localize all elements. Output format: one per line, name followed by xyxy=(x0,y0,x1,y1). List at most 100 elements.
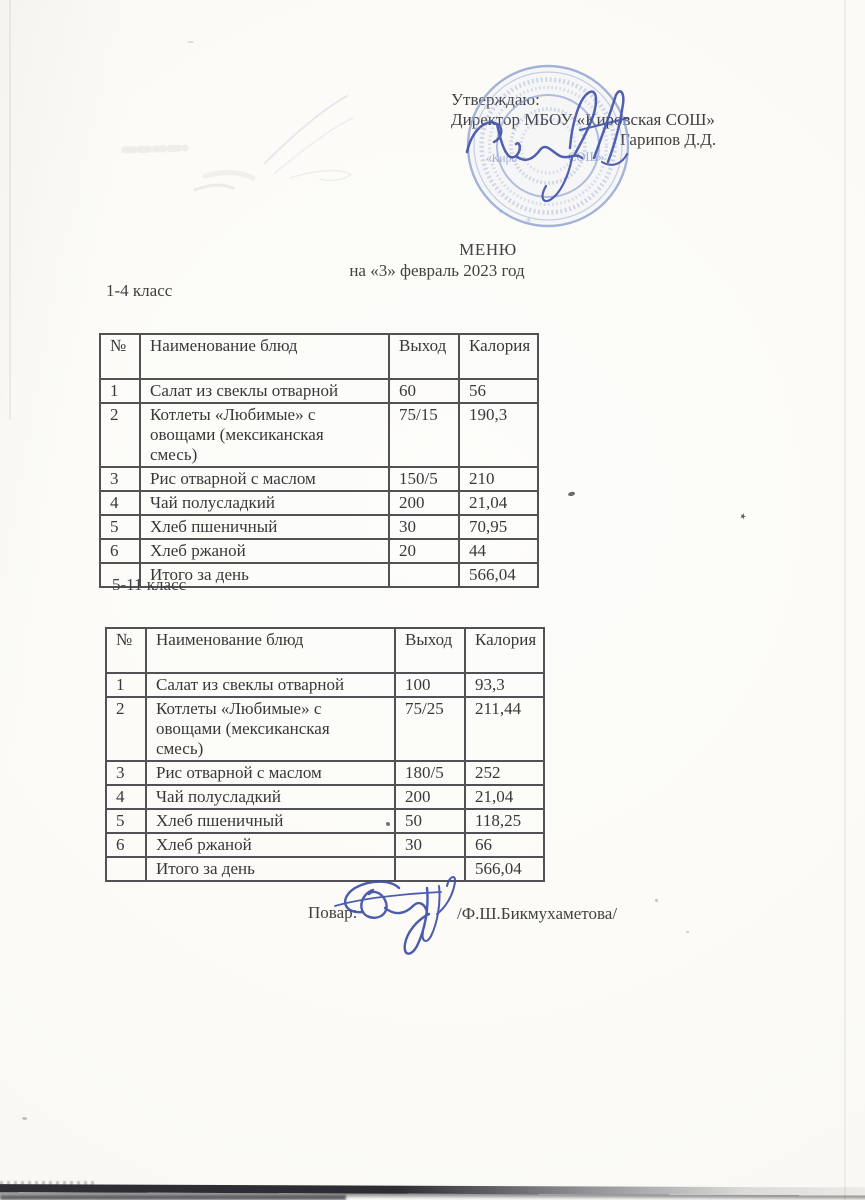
cell-portion: 50 xyxy=(394,808,466,834)
cell-portion: 75/25 xyxy=(394,696,466,762)
cell-number: 3 xyxy=(105,760,147,786)
cell-portion xyxy=(394,856,466,882)
cell-portion: 150/5 xyxy=(388,466,460,492)
menu-table-grades-5-11: № Наименование блюд Выход Калория 1 Салат из … xyxy=(105,627,545,882)
cell-calories: 566,04 xyxy=(464,856,545,882)
menu-row: 4 Чай полусладкий 200 21,04 xyxy=(99,490,539,516)
cell-dish: Рис отварной с маслом xyxy=(145,760,396,786)
scan-left-edge xyxy=(9,0,11,420)
cell-portion: 30 xyxy=(394,832,466,858)
cell-dish: Салат из свеклы отварной xyxy=(145,672,396,698)
cell-calories: 44 xyxy=(458,538,539,564)
cell-calories: 252 xyxy=(464,760,545,786)
menu-row: Итого за день 566,04 xyxy=(99,562,539,588)
cell-number: 4 xyxy=(99,490,141,516)
ghost-signature-bleedthrough xyxy=(121,95,354,192)
cell-calories: 70,95 xyxy=(458,514,539,540)
column-header: Выход xyxy=(394,627,466,674)
director-signature xyxy=(465,90,629,203)
cell-number: 5 xyxy=(99,514,141,540)
cell-number: 2 xyxy=(105,696,147,762)
cell-portion: 30 xyxy=(388,514,460,540)
scan-speck xyxy=(187,41,194,43)
scan-bottom-shadow xyxy=(0,1195,346,1200)
menu-row: 3 Рис отварной с маслом 150/5 210 xyxy=(99,466,539,492)
cell-calories: 21,04 xyxy=(458,490,539,516)
menu-row: 5 Хлеб пшеничный 50 118,25 xyxy=(105,808,545,834)
header-row: № Наименование блюд Выход Калория xyxy=(105,627,545,674)
cell-number: 6 xyxy=(105,832,147,858)
cell-number: 1 xyxy=(99,378,141,404)
cell-dish: Чай полусладкий xyxy=(139,490,390,516)
cell-number xyxy=(99,562,141,588)
menu-row: 3 Рис отварной с маслом 180/5 252 xyxy=(105,760,545,786)
cook-label: Повар: xyxy=(308,903,358,922)
menu-row: 6 Хлеб ржаной 20 44 xyxy=(99,538,539,564)
document-title: МЕНЮ xyxy=(459,240,517,259)
cell-dish: Итого за день xyxy=(145,856,396,882)
cell-portion: 75/15 xyxy=(388,402,460,468)
scan-speck xyxy=(655,899,658,902)
cell-dish: Хлеб ржаной xyxy=(145,832,396,858)
column-header: Калория xyxy=(458,333,539,380)
cell-portion: 100 xyxy=(394,672,466,698)
section-label-grades-5-11: 5-11 класс xyxy=(112,575,187,594)
cell-dish: Котлеты «Любимые» с овощами (мексиканска… xyxy=(145,696,396,762)
cell-portion: 60 xyxy=(388,378,460,404)
cell-dish: Хлеб пшеничный xyxy=(139,514,390,540)
cell-calories: 56 xyxy=(458,378,539,404)
menu-row: 2 Котлеты «Любимые» с овощами (мексиканск… xyxy=(105,696,545,762)
cell-portion: 200 xyxy=(394,784,466,810)
cell-dish: Хлеб пшеничный xyxy=(145,808,396,834)
cook-signature xyxy=(334,876,457,955)
column-header: Калория xyxy=(464,627,545,674)
section-label-grades-1-4: 1-4 класс xyxy=(106,281,173,300)
cell-dish: Хлеб ржаной xyxy=(139,538,390,564)
scan-speck xyxy=(22,1117,27,1120)
column-header: Наименование блюд xyxy=(139,333,390,380)
column-header: № xyxy=(105,627,147,674)
director-name: Гарипов Д.Д. xyxy=(620,130,717,149)
header-row: № Наименование блюд Выход Калория xyxy=(99,333,539,380)
column-header: Выход xyxy=(388,333,460,380)
menu-row: 1 Салат из свеклы отварной 60 56 xyxy=(99,378,539,404)
cell-number: 5 xyxy=(105,808,147,834)
cook-name: /Ф.Ш.Бикмухаметова/ xyxy=(457,904,618,923)
scan-speck xyxy=(386,822,390,826)
document-subtitle: на «3» февраль 2023 год xyxy=(349,261,525,280)
cell-calories: 118,25 xyxy=(464,808,545,834)
cell-dish: Салат из свеклы отварной xyxy=(139,378,390,404)
cell-calories: 66 xyxy=(464,832,545,858)
menu-row: 6 Хлеб ржаной 30 66 xyxy=(105,832,545,858)
stamp-star-icon: ✳ xyxy=(525,216,532,225)
approval-line: Директор МБОУ «Кировская СОШ» xyxy=(451,110,715,129)
column-header: № xyxy=(99,333,141,380)
menu-row: 4 Чай полусладкий 200 21,04 xyxy=(105,784,545,810)
cell-calories: 566,04 xyxy=(458,562,539,588)
cell-dish: Котлеты «Любимые» с овощами (мексиканска… xyxy=(139,402,390,468)
cell-dish: Рис отварной с маслом xyxy=(139,466,390,492)
cell-portion: 20 xyxy=(388,538,460,564)
cell-dish: Чай полусладкий xyxy=(145,784,396,810)
menu-row: 5 Хлеб пшеничный 30 70,95 xyxy=(99,514,539,540)
column-header: Наименование блюд xyxy=(145,627,396,674)
cell-number: 3 xyxy=(99,466,141,492)
cell-calories: 190,3 xyxy=(458,402,539,468)
menu-row: 2 Котлеты «Любимые» с овощами (мексиканск… xyxy=(99,402,539,468)
scan-speck xyxy=(686,931,689,933)
cell-number: 6 xyxy=(99,538,141,564)
scan-right-edge xyxy=(844,0,846,1200)
cell-number: 1 xyxy=(105,672,147,698)
cell-number: 4 xyxy=(105,784,147,810)
cell-calories: 210 xyxy=(458,466,539,492)
cell-dish: Итого за день xyxy=(139,562,390,588)
cell-calories: 93,3 xyxy=(464,672,545,698)
approval-block: Утверждаю: Директор МБОУ «Кировская СОШ»… xyxy=(451,90,716,150)
cell-number xyxy=(105,856,147,882)
cell-calories: 21,04 xyxy=(464,784,545,810)
cell-portion: 180/5 xyxy=(394,760,466,786)
cell-calories: 211,44 xyxy=(464,696,545,762)
menu-row: 1 Салат из свеклы отварной 100 93,3 xyxy=(105,672,545,698)
cell-portion xyxy=(388,562,460,588)
